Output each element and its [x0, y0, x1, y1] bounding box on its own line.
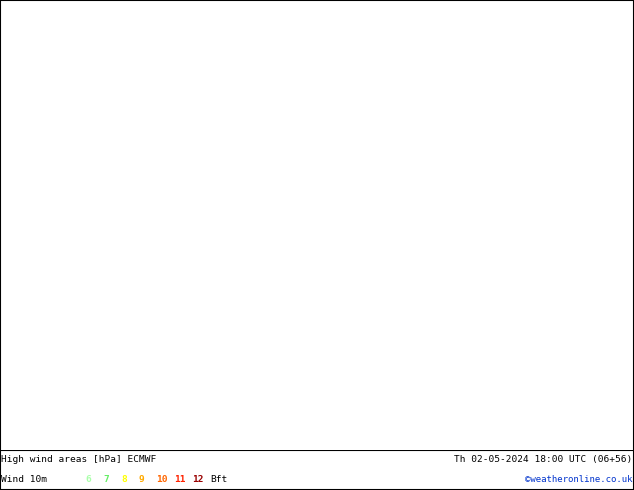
Text: 11: 11 [174, 475, 186, 484]
Text: High wind areas [hPa] ECMWF: High wind areas [hPa] ECMWF [1, 455, 157, 464]
Text: 7: 7 [103, 475, 109, 484]
Text: 9: 9 [139, 475, 145, 484]
Text: 8: 8 [121, 475, 127, 484]
Text: Bft: Bft [210, 475, 227, 484]
Text: Wind 10m: Wind 10m [1, 475, 48, 484]
Text: 10: 10 [157, 475, 168, 484]
Text: 12: 12 [192, 475, 204, 484]
Text: ©weatheronline.co.uk: ©weatheronline.co.uk [525, 475, 633, 484]
Text: 6: 6 [86, 475, 91, 484]
Text: Th 02-05-2024 18:00 UTC (06+56): Th 02-05-2024 18:00 UTC (06+56) [455, 455, 633, 464]
